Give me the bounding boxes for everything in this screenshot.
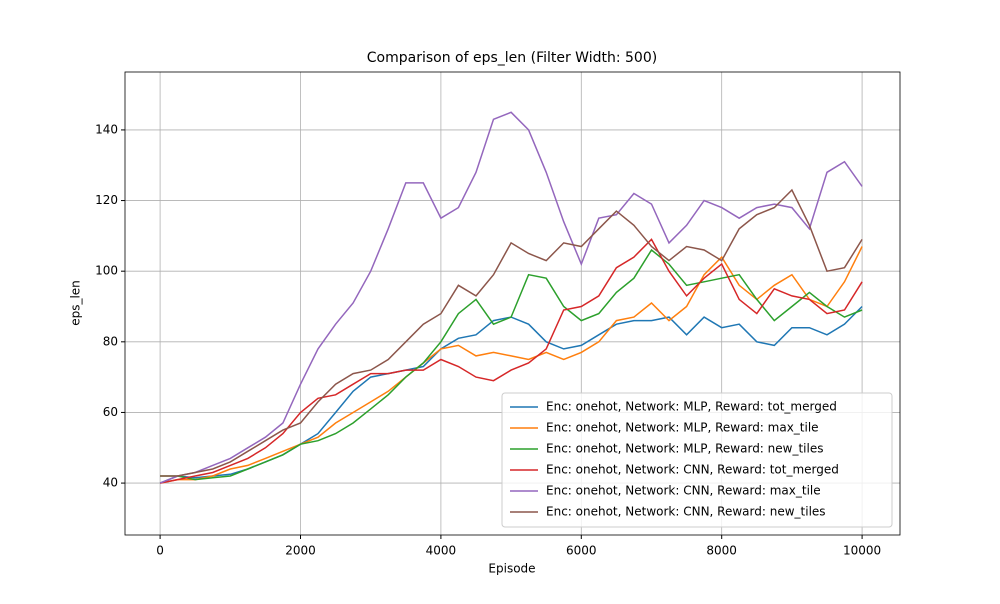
legend: Enc: onehot, Network: MLP, Reward: tot_m… — [501, 392, 893, 528]
x-tick-label: 6000 — [566, 544, 597, 558]
legend-label: Enc: onehot, Network: MLP, Reward: new_t… — [546, 442, 823, 456]
legend-label: Enc: onehot, Network: CNN, Reward: max_t… — [546, 484, 821, 498]
series-line — [160, 248, 863, 481]
y-axis-label: eps_len — [69, 280, 83, 326]
y-tick-label: 80 — [103, 334, 118, 348]
y-tick-label: 120 — [95, 193, 118, 207]
x-tick-label: 4000 — [426, 544, 457, 558]
x-tick-label: 0 — [156, 544, 164, 558]
legend-label: Enc: onehot, Network: MLP, Reward: max_t… — [546, 421, 819, 435]
legend-label: Enc: onehot, Network: CNN, Reward: new_t… — [546, 505, 826, 519]
x-tick-label: 10000 — [843, 544, 881, 558]
y-tick-label: 100 — [95, 264, 118, 278]
y-tick-label: 60 — [103, 405, 118, 419]
x-tick-label: 8000 — [706, 544, 737, 558]
y-tick-label: 40 — [103, 476, 118, 490]
series-line — [159, 111, 863, 484]
chart-title: Comparison of eps_len (Filter Width: 500… — [367, 50, 657, 66]
legend-label: Enc: onehot, Network: MLP, Reward: tot_m… — [546, 400, 837, 414]
series-line — [159, 238, 863, 484]
y-tick-label: 140 — [95, 122, 118, 136]
plot-frame — [124, 71, 901, 536]
legend-label: Enc: onehot, Network: CNN, Reward: tot_m… — [546, 463, 839, 477]
series-line — [159, 246, 863, 484]
x-axis-label: Episode — [488, 562, 535, 576]
series-line — [160, 188, 863, 477]
legend-box — [501, 392, 893, 528]
x-tick-label: 2000 — [285, 544, 316, 558]
